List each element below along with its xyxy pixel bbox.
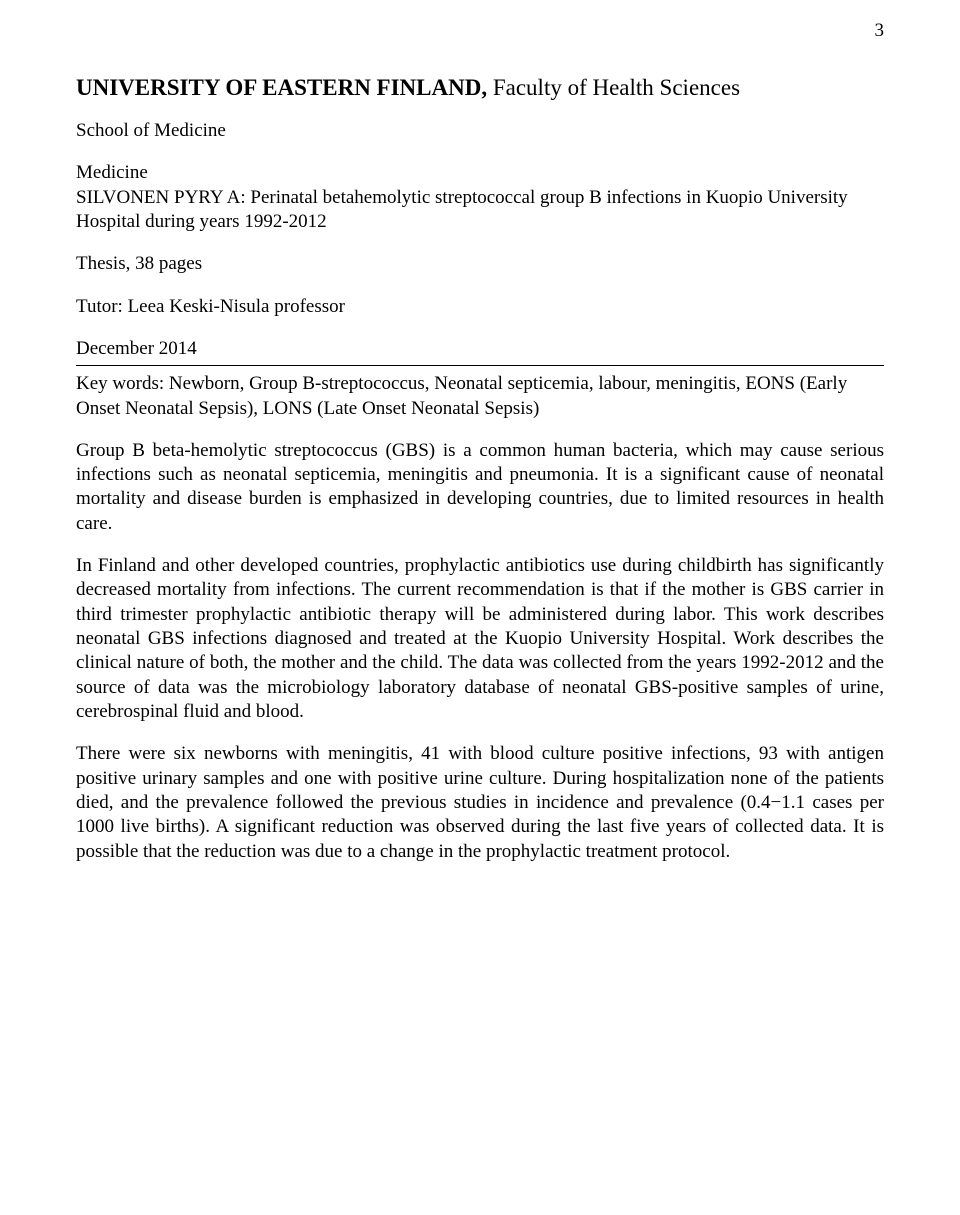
date-line: December 2014 bbox=[76, 337, 884, 361]
tutor-line: Tutor: Leea Keski-Nisula professor bbox=[76, 295, 884, 319]
heading-bold: UNIVERSITY OF EASTERN FINLAND, bbox=[76, 75, 487, 100]
abstract-paragraph-3: There were six newborns with meningitis,… bbox=[76, 742, 884, 864]
document-content: UNIVERSITY OF EASTERN FINLAND, Faculty o… bbox=[76, 75, 884, 864]
page-number: 3 bbox=[875, 20, 885, 42]
document-heading: UNIVERSITY OF EASTERN FINLAND, Faculty o… bbox=[76, 75, 884, 101]
abstract-paragraph-1: Group B beta-hemolytic streptococcus (GB… bbox=[76, 439, 884, 536]
keywords-line: Key words: Newborn, Group B-streptococcu… bbox=[76, 372, 884, 421]
department-line: Medicine SILVONEN PYRY A: Perinatal beta… bbox=[76, 161, 884, 234]
heading-normal: Faculty of Health Sciences bbox=[487, 75, 740, 100]
school-line: School of Medicine bbox=[76, 119, 884, 143]
abstract-paragraph-2: In Finland and other developed countries… bbox=[76, 554, 884, 724]
section-divider bbox=[76, 365, 884, 366]
thesis-info: Thesis, 38 pages bbox=[76, 252, 884, 276]
